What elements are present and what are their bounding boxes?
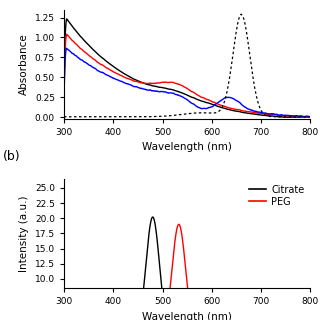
Y-axis label: Absorbance: Absorbance	[19, 33, 29, 95]
X-axis label: Wavelength (nm): Wavelength (nm)	[142, 312, 232, 320]
Text: (b): (b)	[3, 150, 21, 163]
X-axis label: Wavelength (nm): Wavelength (nm)	[142, 142, 232, 152]
Y-axis label: Intensity (a.u.): Intensity (a.u.)	[19, 195, 29, 272]
Legend: Citrate, PEG: Citrate, PEG	[248, 184, 306, 208]
